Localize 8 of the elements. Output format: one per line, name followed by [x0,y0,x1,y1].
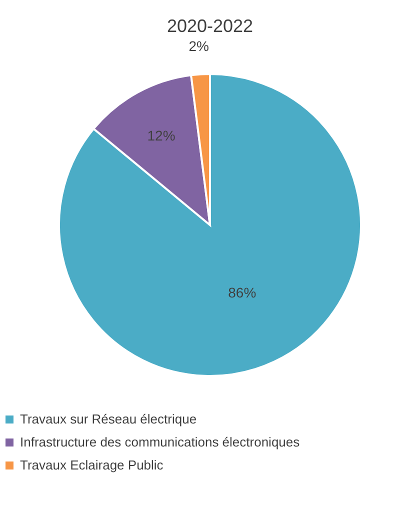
data-label: 12% [147,127,176,144]
legend-label: Travaux sur Réseau électrique [20,412,197,426]
legend-label: Travaux Eclairage Public [20,458,164,472]
legend-label: Infrastructure des communications électroniques [20,434,300,450]
pie-slice [58,73,362,377]
data-label: 86% [228,284,256,300]
data-label: 2% [188,38,209,54]
chart-title: 2020-2022 [166,16,254,36]
